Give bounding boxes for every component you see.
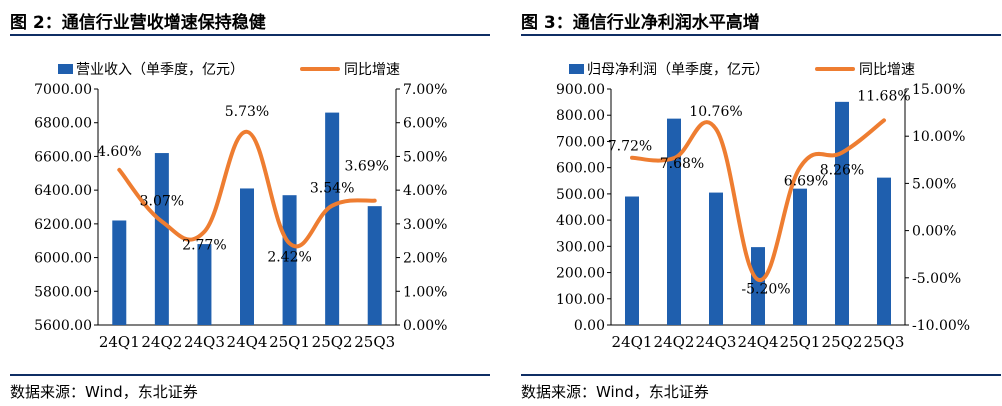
right-tick-label: 7.00% — [403, 82, 447, 98]
x-tick-label: 24Q1 — [612, 333, 653, 351]
net-profit-growth-chart: 归母净利润（单季度，亿元） 同比增速 0.00 100.00 200.00 300.00 4… — [556, 61, 970, 351]
x-tick-label: 25Q1 — [269, 333, 310, 351]
x-tick-label: 24Q3 — [184, 333, 225, 351]
growth-data-label: 11.68% — [857, 88, 910, 104]
left-tick-label: 500.00 — [556, 187, 605, 203]
revenue-growth-chart: 营业收入（单季度，亿元） 同比增速 5600.00 5800.00 6000.00 620… — [34, 62, 447, 351]
source-note: 数据来源：Wind，东北证券 — [10, 383, 198, 401]
growth-data-label: 10.76% — [689, 104, 742, 120]
right-tick-label: 5.00% — [912, 176, 956, 192]
x-tick-label: 25Q1 — [780, 333, 821, 351]
right-tick-label: 1.00% — [403, 284, 447, 300]
left-tick-label: 6400.00 — [34, 183, 92, 199]
legend-bar-swatch — [58, 64, 73, 74]
bar-24Q4 — [751, 247, 765, 325]
left-tick-label: 300.00 — [556, 239, 605, 255]
growth-data-label: 6.69% — [784, 173, 828, 189]
left-tick-label: 6000.00 — [34, 251, 92, 267]
title-divider — [521, 34, 1001, 36]
x-tick-label: 25Q2 — [822, 333, 863, 351]
source-divider — [521, 374, 1001, 376]
bar-25Q1 — [793, 188, 807, 325]
growth-data-label: 7.72% — [608, 139, 652, 155]
title-divider — [10, 34, 490, 36]
growth-data-label: 7.68% — [660, 156, 704, 172]
growth-data-label: 2.77% — [182, 238, 226, 254]
left-tick-label: 6800.00 — [34, 116, 92, 132]
left-tick-label: 800.00 — [556, 108, 605, 124]
bar-25Q2 — [325, 112, 340, 325]
source-divider — [10, 374, 490, 376]
growth-line — [117, 129, 377, 249]
left-tick-label: 6200.00 — [34, 217, 92, 233]
right-tick-label: 15.00% — [912, 82, 965, 98]
growth-data-label: 3.07% — [140, 193, 184, 209]
x-tick-label: 25Q3 — [864, 333, 905, 351]
right-tick-label: 3.00% — [403, 217, 447, 233]
bar-24Q4 — [240, 188, 254, 325]
growth-data-label: 8.26% — [820, 163, 864, 179]
left-tick-label: 7000.00 — [34, 82, 92, 98]
x-tick-label: 24Q1 — [99, 333, 140, 351]
left-tick-label: 900.00 — [556, 82, 605, 98]
right-tick-label: 0.00% — [403, 318, 447, 334]
legend-bar-label: 归母净利润（单季度，亿元） — [587, 61, 769, 78]
left-tick-label: 5600.00 — [34, 318, 92, 334]
chart-panel-revenue: 图 2：通信行业营收增速保持稳健 营业收入（单季度，亿元） 同比增速 5600.00… — [10, 0, 490, 406]
right-tick-label: 10.00% — [912, 129, 965, 145]
legend-bar-label: 营业收入（单季度，亿元） — [76, 62, 244, 78]
source-note: 数据来源：Wind，东北证券 — [521, 383, 709, 401]
legend-line-label: 同比增速 — [344, 62, 400, 78]
left-tick-label: 200.00 — [556, 266, 605, 282]
bar-24Q3 — [197, 244, 212, 325]
bar-24Q1 — [112, 220, 127, 325]
bar-25Q1 — [282, 195, 297, 325]
bar-25Q2 — [835, 101, 849, 325]
bar-25Q3 — [877, 177, 891, 325]
left-tick-label: 0.00 — [574, 318, 605, 334]
left-tick-label: 600.00 — [556, 161, 605, 177]
right-tick-label: 5.00% — [403, 149, 447, 165]
growth-data-label: 3.54% — [310, 181, 354, 197]
left-tick-label: 100.00 — [556, 292, 605, 308]
left-tick-label: 700.00 — [556, 134, 605, 150]
bar-24Q2 — [667, 118, 681, 326]
x-tick-label: 24Q2 — [654, 333, 695, 351]
chart-panel-net-profit: 图 3：通信行业净利润水平高增 归母净利润（单季度，亿元） 同比增速 0.00 100… — [521, 0, 1001, 406]
right-tick-label: -5.00% — [912, 271, 961, 287]
bar-24Q3 — [709, 192, 723, 325]
growth-data-label: 5.73% — [225, 104, 269, 120]
bar-24Q2 — [154, 153, 169, 325]
growth-line — [630, 118, 886, 282]
legend-line-label: 同比增速 — [859, 62, 915, 78]
x-tick-label: 24Q4 — [738, 333, 779, 351]
growth-data-label: -5.20% — [741, 282, 790, 298]
right-tick-label: 0.00% — [912, 224, 956, 240]
growth-data-label: 4.60% — [97, 144, 141, 160]
x-tick-label: 25Q3 — [354, 333, 395, 351]
bar-25Q3 — [367, 206, 382, 325]
x-tick-label: 24Q4 — [227, 333, 268, 351]
chart-title: 图 2：通信行业营收增速保持稳健 — [10, 13, 266, 33]
x-tick-label: 25Q2 — [312, 333, 353, 351]
right-tick-label: -10.00% — [912, 318, 970, 334]
right-tick-label: 4.00% — [403, 183, 447, 199]
growth-data-label: 3.69% — [344, 159, 388, 175]
left-tick-label: 6600.00 — [34, 149, 92, 165]
right-tick-label: 2.00% — [403, 251, 447, 267]
x-tick-label: 24Q3 — [696, 333, 737, 351]
legend-bar-swatch — [569, 64, 584, 74]
x-tick-label: 24Q2 — [141, 333, 182, 351]
bar-24Q1 — [625, 196, 639, 325]
right-tick-label: 6.00% — [403, 116, 447, 132]
growth-data-label: 2.42% — [267, 249, 311, 265]
chart-title: 图 3：通信行业净利润水平高增 — [521, 13, 760, 33]
left-tick-label: 5800.00 — [34, 284, 92, 300]
left-tick-label: 400.00 — [556, 213, 605, 229]
